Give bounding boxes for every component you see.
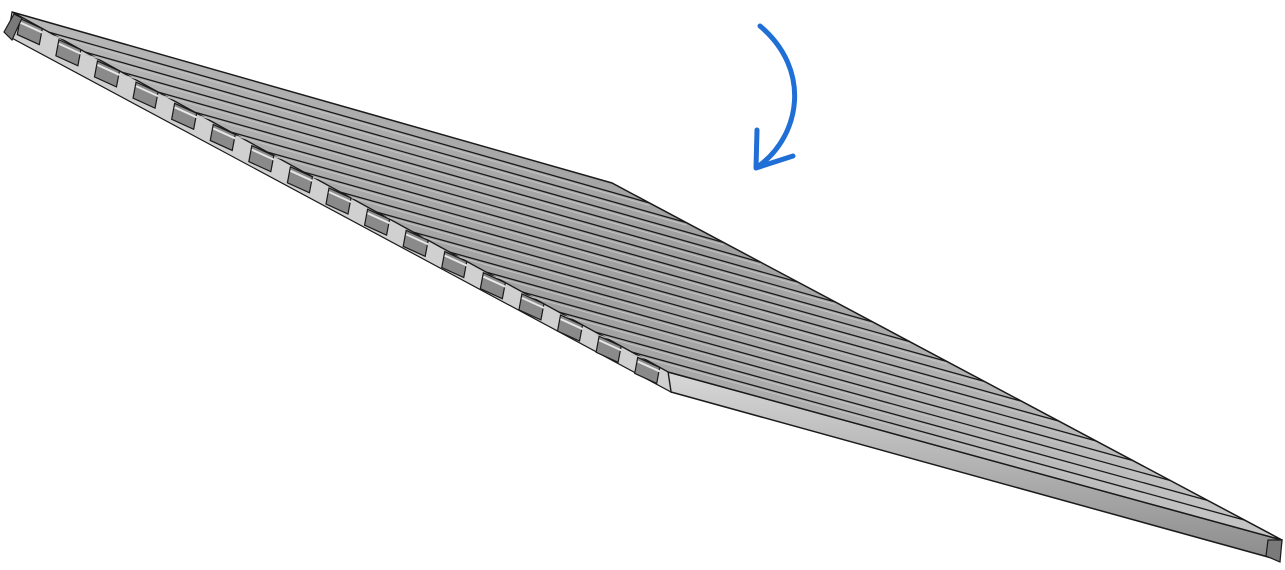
deck-slat-seam [449,251,1059,422]
deck-slat-seam [522,291,1134,462]
deck-slats [48,31,1245,524]
support-beam-flange [444,254,468,267]
deck-slat-seam [412,231,1022,402]
deck-slat-seam [121,71,724,244]
deck-slat-seam [558,311,1171,482]
deck-slat-seam [376,211,985,382]
deck-slat-highlight [631,354,1245,524]
deck-slat-highlight [157,94,762,266]
deck-slat-highlight [121,74,724,246]
deck-slat-highlight [303,174,910,345]
support-beam-flange [174,106,198,119]
deck-slat-seam [48,31,650,204]
deck-slat-highlight [48,34,650,206]
deck-slat-highlight [84,54,687,226]
support-beam-flange [212,127,236,140]
deck-panel-model [3,11,1283,563]
deck-slat-seam [230,131,836,303]
support-beams [16,17,661,385]
support-beam-flange [97,64,120,76]
deck-slat-highlight [412,234,1022,405]
support-beam-flange [19,21,43,34]
support-beam-flange [135,85,159,98]
deck-slat-highlight [558,314,1171,484]
deck-slat-seam [157,91,762,263]
panel-end-cap-left [3,13,23,42]
support-beam-flange [637,360,661,373]
deck-slat-highlight [485,274,1097,444]
deck-slat-seam [194,111,799,283]
deck-slat-highlight [266,154,873,325]
support-beam-flange [251,148,275,161]
support-beam-flange [560,318,583,330]
deck-slat-seam [339,191,948,363]
deck-slat-seam [84,51,687,224]
deck-slat-highlight [594,334,1208,504]
deck-slat-highlight [449,254,1059,424]
support-beam-flange [405,233,429,246]
deck-slat-seam [594,331,1208,501]
support-beam-flange [58,42,82,55]
support-beam-flange [367,212,391,225]
deck-slat-seam [485,271,1097,442]
deck-slat-seam [631,351,1245,521]
deck-slat-highlight [522,294,1134,464]
deck-slat-seam [303,171,910,343]
support-beam-flange [328,191,352,203]
deck-slat-highlight [194,114,799,286]
rotation-arrow-head [753,127,796,171]
support-beam-flange [521,296,545,309]
deck-slat-highlight [339,194,948,365]
deck-slat-highlight [230,134,836,305]
panel-end-cap-right [1265,539,1283,563]
rotation-arrow-curve [757,23,797,168]
deck-slat-highlight [376,214,985,385]
rotation-arrow-icon [753,23,797,171]
support-beam-flange [482,275,506,288]
deck-slat-seam [266,151,873,323]
support-beam-flange [289,169,313,182]
support-beam-flange [598,339,622,352]
